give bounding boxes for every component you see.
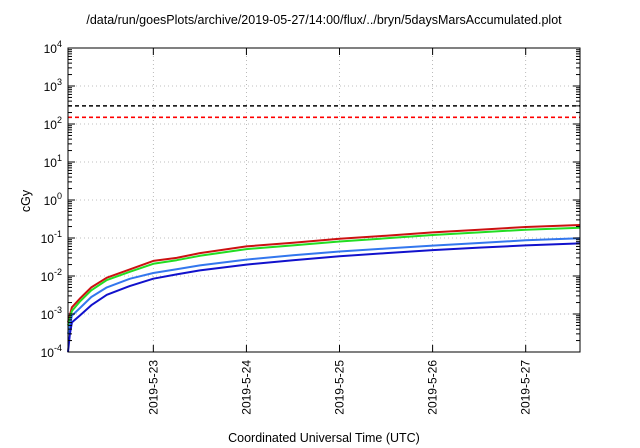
reference-lines — [68, 105, 580, 119]
y-axis-ticks: 10-4 10-3 10-2 10-1 100 101 102 103 104 — [41, 39, 580, 360]
y-tick-label: 102 — [44, 115, 62, 132]
series-line — [67, 224, 581, 323]
y-tick-label: 10-3 — [41, 305, 62, 322]
y-tick-label: 10-4 — [41, 343, 62, 360]
y-tick-label: 104 — [44, 39, 62, 56]
data-series — [67, 224, 581, 353]
gridlines — [68, 48, 580, 352]
y-tick-label: 103 — [44, 77, 62, 94]
x-tick-label: 2019-5-24 — [239, 360, 253, 415]
x-tick-label: 2019-5-27 — [519, 360, 533, 415]
y-tick-label: 10-1 — [41, 229, 62, 246]
x-tick-label: 2019-5-23 — [146, 360, 160, 415]
x-tick-label: 2019-5-25 — [333, 360, 347, 415]
y-tick-label: 100 — [44, 191, 62, 208]
y-tick-label: 10-2 — [41, 267, 62, 284]
x-tick-label: 2019-5-26 — [426, 360, 440, 415]
series-line — [67, 237, 581, 335]
series-line — [67, 242, 581, 353]
series-line — [67, 226, 581, 326]
y-axis-label: cGy — [19, 189, 33, 212]
x-axis-ticks: 2019-5-23 2019-5-24 2019-5-25 2019-5-26 2019… — [146, 48, 533, 415]
y-tick-label: 101 — [44, 153, 62, 170]
chart-title: /data/run/goesPlots/archive/2019-05-27/1… — [86, 13, 562, 27]
x-axis-label: Coordinated Universal Time (UTC) — [228, 431, 420, 445]
